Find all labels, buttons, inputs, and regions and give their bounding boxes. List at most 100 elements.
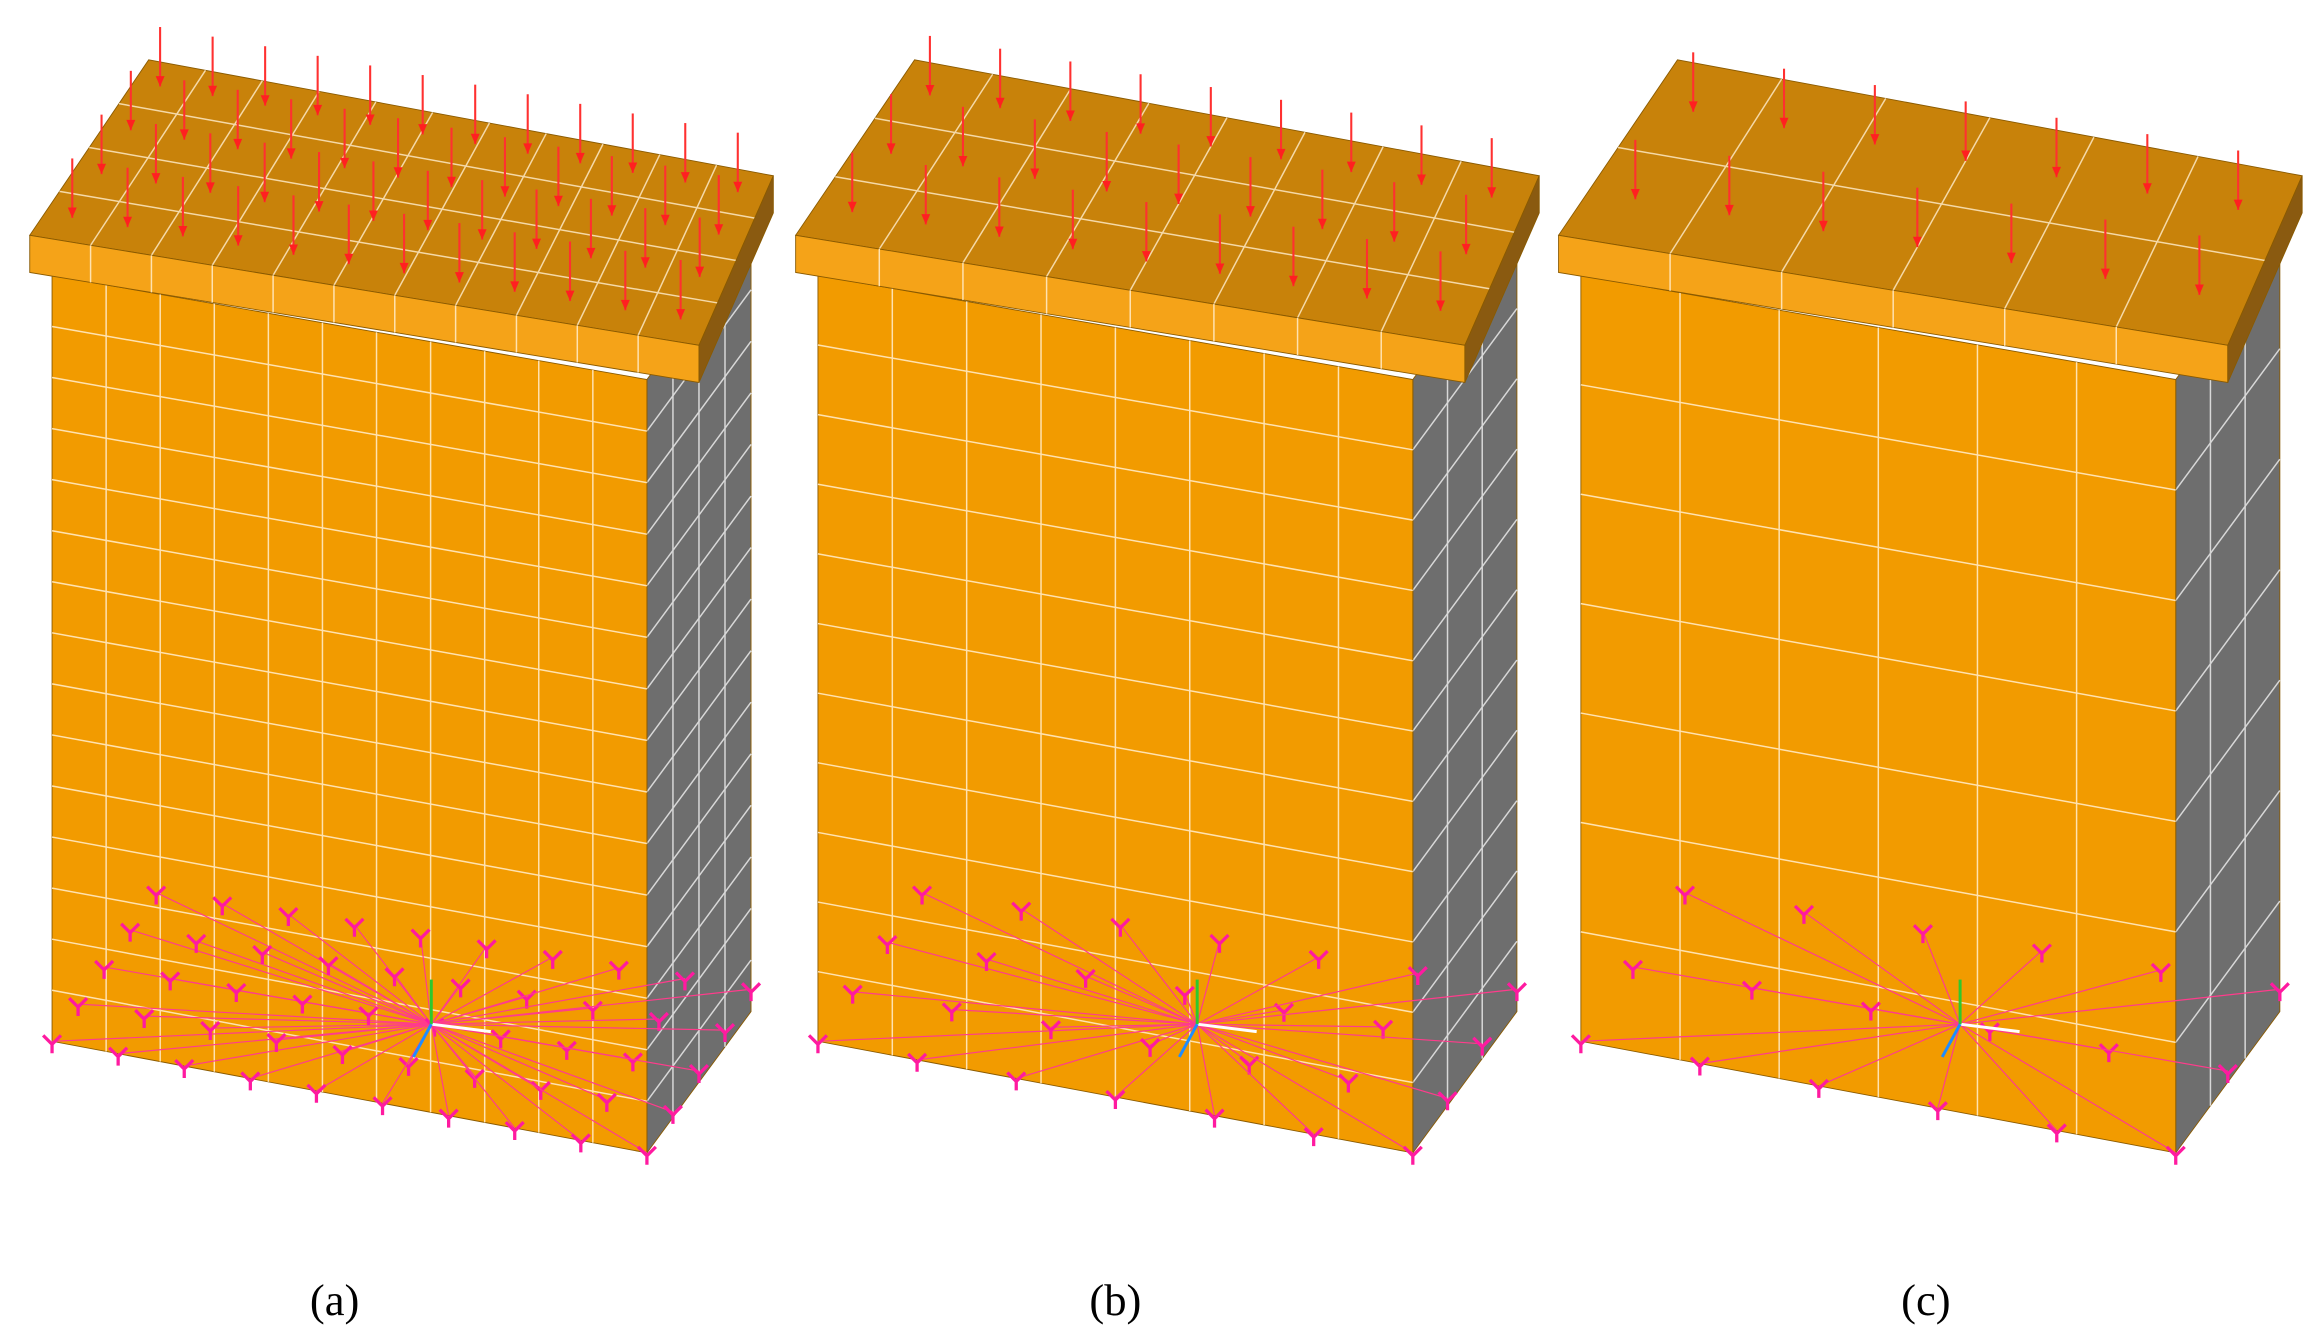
load-arrow-head [1688,101,1698,112]
load-arrow-head [233,235,243,246]
load-arrow-head [233,138,243,150]
mesh-line [51,581,648,690]
slab-side [2227,175,2303,383]
support-link [1196,1023,1349,1082]
support-link [921,892,1198,1025]
support [94,959,115,979]
support [530,1080,551,1100]
support [1204,1108,1225,1128]
mesh-line [51,683,648,793]
mesh-line [817,413,1413,521]
support-link [1580,1023,1961,1042]
mesh-line [51,376,648,484]
support-link [430,985,462,1025]
mesh-line [51,529,648,639]
axis [1178,1023,1199,1058]
support-link [1959,1023,2058,1131]
support [504,1120,525,1140]
support-link [1050,1023,1198,1028]
mesh-line [2175,348,2281,491]
support [108,1046,129,1066]
mesh-line [2175,569,2281,712]
support [1006,1071,1027,1091]
mesh-line [646,340,752,484]
mesh-line [1412,448,1518,591]
load-arrow-head [2233,199,2243,210]
load-arrow-head [1389,231,1399,242]
support [1040,1020,1062,1040]
support-link [951,1008,1198,1025]
support [596,1092,617,1112]
mesh-line [817,344,1413,451]
load-arrow-head [995,97,1005,109]
load-arrow-head [994,226,1004,237]
support-link [431,1023,700,1072]
mesh-line [51,785,648,896]
support-link [1684,892,1961,1025]
support-link [1196,956,1319,1025]
mesh-line [1412,729,1518,873]
support [807,1034,829,1054]
mesh-line [1213,131,1306,305]
support [332,1044,353,1064]
support-link [431,1018,659,1025]
support [1622,959,1644,979]
support-link [368,1012,432,1025]
load-arrow-head [523,143,533,154]
load-arrow-head [620,299,630,311]
support-link [276,1023,432,1041]
support [622,1052,643,1072]
support [674,971,696,991]
support [740,982,762,1002]
support-link [342,1023,432,1053]
support-link [144,1015,432,1025]
model [28,27,774,1165]
load-arrow-head [510,281,520,292]
support [1402,1145,1423,1165]
mesh-line [1580,821,2176,933]
support [542,949,563,969]
load-arrow-head [179,129,189,140]
support-link [1960,1023,2228,1072]
support-link [1196,940,1221,1025]
load-arrow-head [1068,238,1078,250]
support [2217,1063,2238,1083]
load-arrow-head [1961,150,1971,161]
model [1557,52,2303,1165]
support-link [1937,1024,1961,1109]
mesh-line [51,632,648,742]
mesh-line [1580,931,2176,1044]
support [252,944,273,964]
support [941,1002,962,1022]
mesh-line [817,483,1413,592]
support [292,994,313,1014]
support-link [430,1023,516,1129]
support-link [1114,1023,1198,1098]
support-link [394,974,432,1025]
mesh-line [817,762,1413,873]
support-link [1959,1023,2177,1154]
support [384,967,405,987]
support [120,922,141,942]
support-link [316,1023,432,1092]
support-link [986,958,1198,1025]
load-arrow-head [1065,110,1075,121]
support [1689,1056,1710,1076]
load-arrow-head [393,167,403,178]
load-arrow-head [1362,288,1372,299]
mesh-line [835,176,1490,290]
load-arrow-head [1136,123,1146,134]
mesh-line [1412,589,1518,732]
load-arrow-head [1206,136,1216,147]
support [608,960,629,980]
mesh-line [646,701,752,844]
mesh-line [51,734,648,845]
load-arrow-head [1870,134,1880,145]
support-link [1197,1023,1483,1045]
load-arrow-head [423,219,433,231]
support [41,1034,63,1054]
load-arrow-head [607,205,617,216]
support [1808,1078,1829,1098]
support-link [431,1023,608,1101]
